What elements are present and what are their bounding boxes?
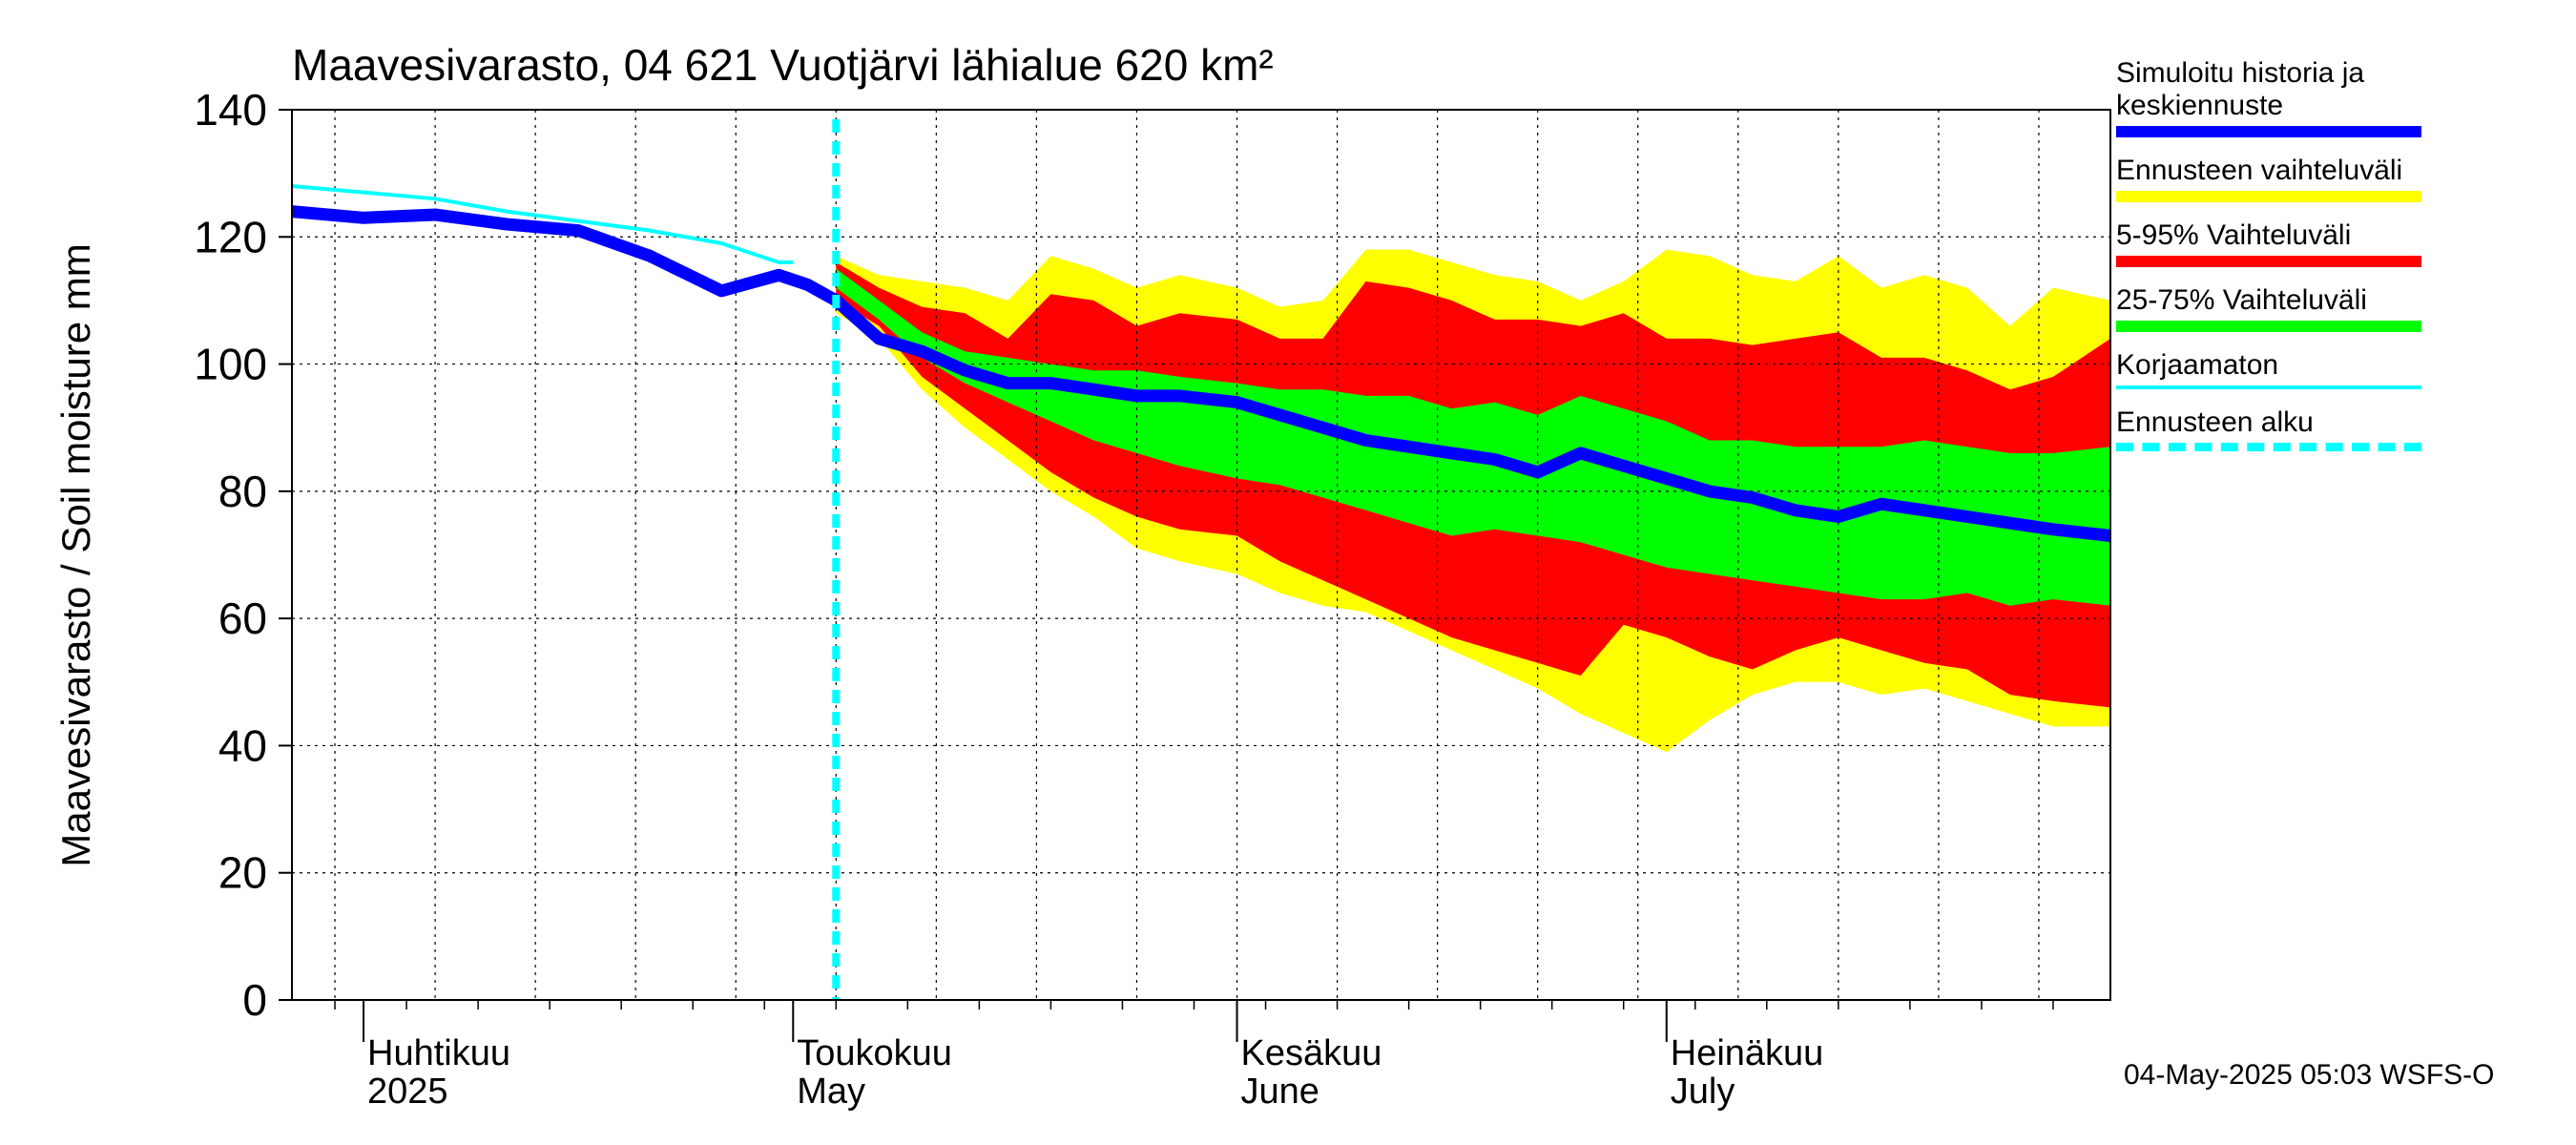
x-tick-label-month: Toukokuu — [797, 1033, 952, 1073]
timestamp: 04-May-2025 05:03 WSFS-O — [2124, 1059, 2495, 1091]
legend-swatch — [2116, 256, 2421, 267]
x-tick-label-month: Kesäkuu — [1241, 1033, 1382, 1073]
legend: Simuloitu historia ja keskiennuste Ennust… — [2116, 57, 2526, 468]
legend-item: 25-75% Vaihteluväli — [2116, 284, 2526, 332]
series-line-uncorrected — [291, 184, 794, 264]
legend-label: 25-75% Vaihteluväli — [2116, 284, 2367, 316]
series-line-median — [291, 205, 2111, 542]
legend-swatch — [2116, 321, 2421, 332]
legend-label: Ennusteen alku — [2116, 406, 2314, 438]
y-tick-label: 40 — [218, 720, 267, 770]
y-tick-label: 100 — [194, 340, 267, 389]
y-tick-label: 0 — [242, 975, 267, 1025]
y-tick-label: 140 — [194, 85, 267, 135]
chart-title: Maavesivarasto, 04 621 Vuotjärvi lähialu… — [292, 40, 1274, 90]
legend-label: Simuloitu historia ja keskiennuste — [2116, 57, 2365, 121]
y-tick-label: 60 — [218, 593, 267, 643]
x-tick-label-sub: 2025 — [367, 1072, 448, 1112]
legend-item: Korjaamaton — [2116, 349, 2526, 389]
legend-swatch — [2116, 385, 2421, 389]
forecast-bands — [836, 249, 2110, 753]
y-tick-label: 120 — [194, 212, 267, 261]
legend-item: Ennusteen alku — [2116, 406, 2526, 451]
x-tick-label-month: Huhtikuu — [367, 1033, 510, 1073]
legend-label: Ennusteen vaihteluväli — [2116, 155, 2403, 186]
legend-swatch — [2116, 126, 2421, 137]
x-tick-label-sub: July — [1671, 1072, 1735, 1112]
plot-frame — [291, 109, 2111, 1001]
legend-swatch — [2116, 443, 2421, 451]
grid — [292, 110, 2110, 1000]
legend-item: Ennusteen vaihteluväli — [2116, 155, 2526, 202]
x-tick-label-sub: May — [797, 1072, 865, 1112]
x-tick-label-month: Heinäkuu — [1671, 1033, 1824, 1073]
x-tick-label-sub: June — [1241, 1072, 1319, 1112]
y-tick-label: 20 — [218, 848, 267, 898]
y-tick-label: 80 — [218, 467, 267, 516]
legend-swatch — [2116, 191, 2421, 202]
legend-item: Simuloitu historia ja keskiennuste — [2116, 57, 2526, 137]
series-lines — [291, 119, 2111, 1000]
legend-label: 5-95% Vaihteluväli — [2116, 219, 2352, 251]
band-25-75 — [836, 268, 2110, 606]
legend-label: Korjaamaton — [2116, 349, 2279, 381]
legend-item: 5-95% Vaihteluväli — [2116, 219, 2526, 267]
y-axis-label: Maavesivarasto / Soil moisture mm — [53, 243, 98, 867]
